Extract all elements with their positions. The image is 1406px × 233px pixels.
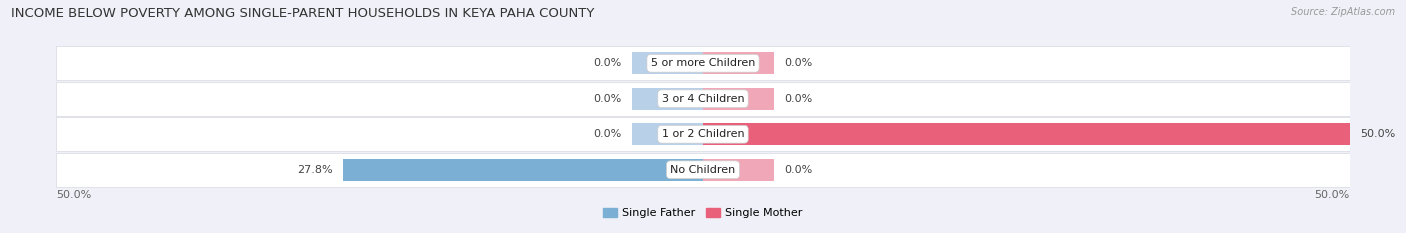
Text: 0.0%: 0.0% xyxy=(785,94,813,104)
Bar xyxy=(703,88,775,110)
Bar xyxy=(631,88,703,110)
Text: Source: ZipAtlas.com: Source: ZipAtlas.com xyxy=(1291,7,1395,17)
Text: INCOME BELOW POVERTY AMONG SINGLE-PARENT HOUSEHOLDS IN KEYA PAHA COUNTY: INCOME BELOW POVERTY AMONG SINGLE-PARENT… xyxy=(11,7,595,20)
Bar xyxy=(703,123,1350,145)
Bar xyxy=(703,52,775,74)
Text: No Children: No Children xyxy=(671,165,735,175)
Text: 1 or 2 Children: 1 or 2 Children xyxy=(662,129,744,139)
FancyBboxPatch shape xyxy=(56,117,1350,151)
Text: 0.0%: 0.0% xyxy=(593,94,621,104)
Text: 50.0%: 50.0% xyxy=(56,190,91,200)
Text: 27.8%: 27.8% xyxy=(298,165,333,175)
Text: 0.0%: 0.0% xyxy=(593,129,621,139)
FancyBboxPatch shape xyxy=(56,82,1350,116)
Text: 0.0%: 0.0% xyxy=(785,58,813,68)
Bar xyxy=(703,123,775,145)
Bar xyxy=(631,52,703,74)
Text: 50.0%: 50.0% xyxy=(1360,129,1395,139)
Bar xyxy=(703,159,775,181)
FancyBboxPatch shape xyxy=(56,46,1350,80)
Bar xyxy=(631,159,703,181)
Text: 3 or 4 Children: 3 or 4 Children xyxy=(662,94,744,104)
Bar xyxy=(343,159,703,181)
Bar xyxy=(631,123,703,145)
Text: 5 or more Children: 5 or more Children xyxy=(651,58,755,68)
Text: 0.0%: 0.0% xyxy=(593,58,621,68)
Legend: Single Father, Single Mother: Single Father, Single Mother xyxy=(603,208,803,218)
FancyBboxPatch shape xyxy=(56,153,1350,187)
Text: 0.0%: 0.0% xyxy=(785,165,813,175)
Text: 50.0%: 50.0% xyxy=(1315,190,1350,200)
